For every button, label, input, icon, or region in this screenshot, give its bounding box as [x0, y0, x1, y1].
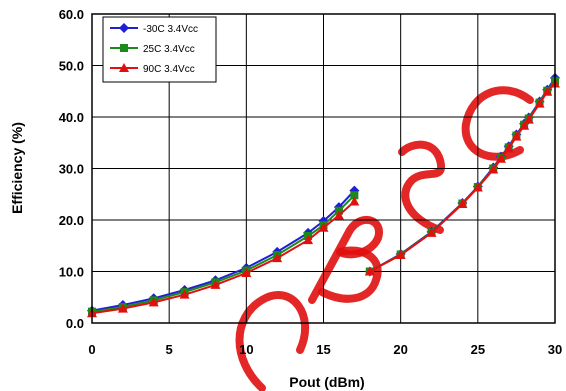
- x-tick-label: 5: [166, 342, 173, 357]
- data-point-triangle: [349, 196, 360, 206]
- y-tick-label: 10.0: [59, 265, 84, 280]
- x-axis-ticks: 0 5 10 15 20 25 30: [88, 342, 562, 357]
- y-tick-label: 0.0: [66, 316, 84, 331]
- x-tick-label: 25: [471, 342, 485, 357]
- series-line: [369, 80, 556, 273]
- data-point-diamond: [119, 23, 129, 33]
- legend-label: 25C 3.4Vcc: [143, 44, 195, 55]
- series-group: [87, 72, 560, 318]
- x-tick-label: 0: [88, 342, 95, 357]
- data-point-triangle: [117, 303, 128, 313]
- data-point-triangle: [303, 235, 314, 245]
- x-tick-label: 30: [548, 342, 562, 357]
- x-tick-label: 15: [316, 342, 330, 357]
- data-point-triangle: [179, 289, 190, 299]
- y-tick-label: 40.0: [59, 110, 84, 125]
- watermark-stroke: [318, 246, 382, 303]
- data-point-triangle: [503, 143, 514, 153]
- y-tick-label: 50.0: [59, 59, 84, 74]
- data-point-triangle: [495, 153, 506, 163]
- data-point-triangle: [318, 222, 329, 232]
- data-point-triangle: [523, 114, 534, 124]
- y-axis-ticks: 0.0 10.0 20.0 30.0 40.0 50.0 60.0: [59, 7, 84, 331]
- watermark-stroke: [235, 291, 309, 391]
- plot-area-frame: [91, 13, 556, 324]
- y-tick-label: 60.0: [59, 7, 84, 22]
- x-tick-label: 10: [239, 342, 253, 357]
- data-point-triangle: [488, 164, 499, 174]
- watermark-stroke: [461, 86, 534, 161]
- legend-label: 90C 3.4Vcc: [143, 64, 195, 75]
- data-point-square: [120, 44, 128, 52]
- y-tick-label: 30.0: [59, 162, 84, 177]
- data-point-triangle: [472, 182, 483, 192]
- data-point-triangle: [210, 279, 221, 289]
- data-point-square: [350, 191, 359, 200]
- legend-entry: 90C 3.4Vcc: [110, 63, 195, 75]
- data-point-triangle: [148, 297, 159, 307]
- series-2: [87, 78, 560, 318]
- data-point-triangle: [395, 250, 406, 260]
- series-line: [369, 77, 556, 273]
- x-tick-label: 20: [393, 342, 407, 357]
- watermark-stroke: [398, 140, 446, 234]
- data-point-triangle: [542, 86, 553, 96]
- data-point-triangle: [534, 98, 545, 108]
- data-point-triangle: [511, 131, 522, 141]
- data-point-triangle: [272, 253, 283, 263]
- legend-entry: -30C 3.4Vcc: [110, 23, 198, 35]
- series-line: [369, 82, 556, 273]
- data-point-triangle: [426, 227, 437, 237]
- y-axis-title: Efficiency (%): [9, 122, 25, 214]
- x-axis-title: Pout (dBm): [289, 374, 364, 390]
- y-tick-label: 20.0: [59, 213, 84, 228]
- legend-label: -30C 3.4Vcc: [143, 24, 198, 35]
- legend: -30C 3.4Vcc 25C 3.4Vcc 90C 3.4Vcc: [102, 16, 217, 83]
- data-point-triangle: [119, 63, 129, 72]
- legend-entry: 25C 3.4Vcc: [110, 44, 195, 55]
- data-point-triangle: [364, 266, 375, 276]
- data-point-triangle: [241, 268, 252, 278]
- data-point-triangle: [519, 120, 530, 130]
- data-point-triangle: [457, 199, 468, 209]
- data-point-triangle: [333, 210, 344, 220]
- obsolete-watermark: [235, 86, 534, 391]
